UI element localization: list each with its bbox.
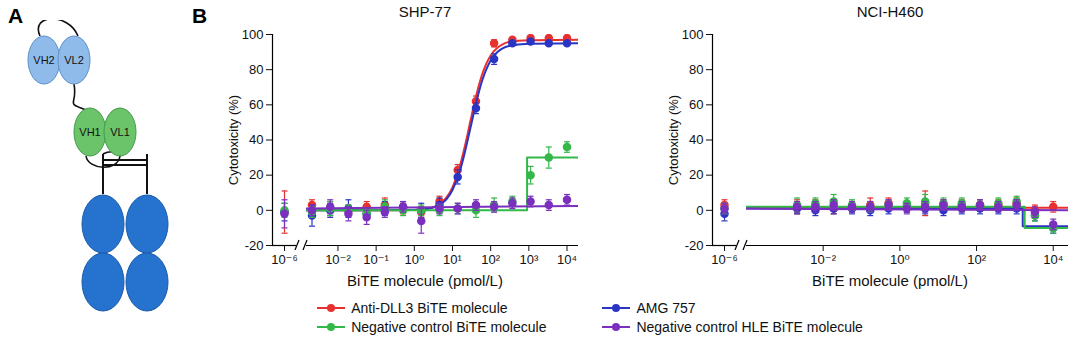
svg-text:10³: 10³ <box>519 252 538 267</box>
svg-text:80: 80 <box>689 62 703 77</box>
html-text:Anti-DLL3 BiTE molecule: Anti-DLL3 BiTE molecule <box>351 300 508 316</box>
html-text:BiTE molecule (pmol/L): BiTE molecule (pmol/L) <box>812 272 968 289</box>
svg-text:10⁰: 10⁰ <box>404 252 424 267</box>
svg-text:0: 0 <box>256 202 263 217</box>
svg-text:100: 100 <box>682 27 704 42</box>
html-text:A: A <box>8 4 24 27</box>
svg-text:10²: 10² <box>481 252 500 267</box>
svg-text:60: 60 <box>689 97 703 112</box>
html-text:B: B <box>192 4 208 27</box>
svg-text:-20: -20 <box>245 238 264 253</box>
svg-text:40: 40 <box>689 132 703 147</box>
html-text:NCI-H460: NCI-H460 <box>856 3 924 20</box>
svg-text:10⁻²: 10⁻² <box>810 252 836 267</box>
svg-text:10⁻⁶: 10⁻⁶ <box>271 252 298 267</box>
html-text:Negative control HLE BiTE mole: Negative control HLE BiTE molecule <box>636 319 863 335</box>
svg-text:10⁻¹: 10⁻¹ <box>363 252 389 267</box>
svg-text:VL2: VL2 <box>64 54 84 66</box>
svg-text:80: 80 <box>249 62 263 77</box>
svg-text:10⁻⁶: 10⁻⁶ <box>711 252 738 267</box>
svg-text:10⁻²: 10⁻² <box>325 252 351 267</box>
svg-text:10⁴: 10⁴ <box>557 252 577 267</box>
svg-text:Cytotoxicity (%): Cytotoxicity (%) <box>666 95 681 185</box>
svg-text:60: 60 <box>249 97 263 112</box>
svg-text:20: 20 <box>249 167 263 182</box>
svg-text:10¹: 10¹ <box>443 252 462 267</box>
html-text:AMG 757: AMG 757 <box>636 300 696 316</box>
html-text:Negative control BiTE molecule: Negative control BiTE molecule <box>351 319 547 335</box>
svg-text:Cytotoxicity (%): Cytotoxicity (%) <box>226 95 241 185</box>
svg-text:10²: 10² <box>967 252 986 267</box>
svg-text:VH1: VH1 <box>79 126 100 138</box>
svg-text:20: 20 <box>689 167 703 182</box>
svg-text:VH2: VH2 <box>33 54 54 66</box>
svg-text:-20: -20 <box>685 238 704 253</box>
html-text:BiTE molecule (pmol/L): BiTE molecule (pmol/L) <box>347 272 503 289</box>
svg-text:0: 0 <box>696 202 703 217</box>
svg-text:40: 40 <box>249 132 263 147</box>
html-text:SHP-77: SHP-77 <box>398 3 452 20</box>
svg-text:100: 100 <box>242 27 264 42</box>
svg-text:VL1: VL1 <box>110 126 130 138</box>
svg-text:10⁴: 10⁴ <box>1043 252 1063 267</box>
svg-text:10⁰: 10⁰ <box>890 252 910 267</box>
